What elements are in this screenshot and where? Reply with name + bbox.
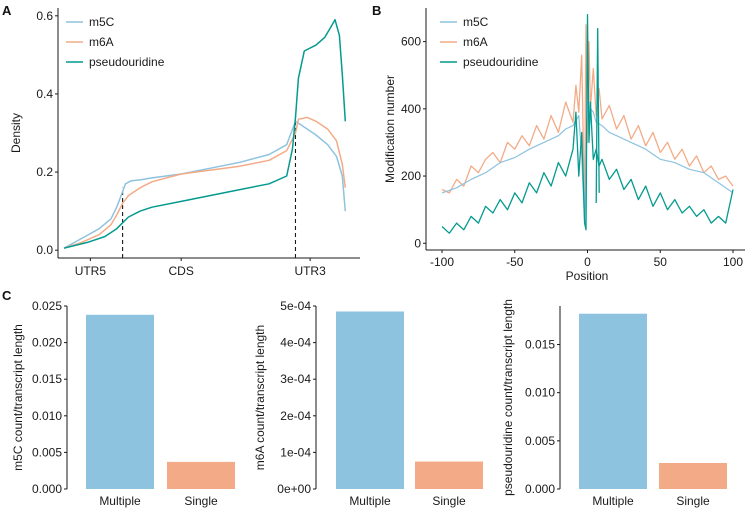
panel-b-y-tick-label: 0	[414, 236, 421, 250]
panel-a-region-label-utr3: UTR3	[294, 264, 326, 278]
panel-b-legend-label-m6a: m6A	[463, 35, 488, 49]
panel-c-m5c-bar-chart: 0.000 0.005 0.010 0.015 0.020 0.025 m5C count/…	[11, 299, 235, 508]
panel-c1-bar-single	[167, 461, 235, 489]
panel-c1-y-tick-label: 0.005	[32, 445, 62, 459]
panel-a-y-tick-label: 0.2	[36, 165, 53, 179]
panel-c2-bar-single	[415, 461, 483, 489]
panel-a-y-tick-label: 0.0	[36, 243, 53, 257]
panel-b-series-pseudouridine-spike	[595, 28, 600, 203]
panel-b-x-tick-label: 0	[584, 255, 591, 269]
panel-c2-bar-multiple	[336, 311, 404, 489]
panel-a-series-m5c	[63, 120, 347, 249]
panel-a-series-pseudouridine	[63, 18, 347, 249]
panel-b-y-tick-label: 400	[401, 102, 421, 116]
panel-a-legend-label-m5c: m5C	[89, 15, 115, 29]
panel-b-modification-chart: 0 200 400 600 -100 -50 0 50 100 Position Modificat…	[383, 8, 745, 283]
panel-c1-bar-multiple	[86, 314, 154, 489]
panel-c2-x-tick-label-multiple: Multiple	[349, 494, 391, 508]
panel-c1-x-tick-label-multiple: Multiple	[99, 494, 141, 508]
panel-b-legend-label-m5c: m5C	[463, 15, 489, 29]
panel-c1-y-tick-label: 0.015	[32, 372, 62, 386]
panel-label-a: A	[2, 3, 12, 18]
panel-c-pseudouridine-bar-chart: 0.000 0.005 0.010 0.015 pseudouridine count/…	[501, 299, 727, 508]
panel-c3-y-tick-label: 0.010	[525, 386, 555, 400]
panel-c3-y-axis-title: pseudouridine count/transcript length	[501, 299, 515, 496]
panel-a-y-tick-label: 0.6	[36, 9, 53, 23]
panel-b-x-tick-label: 50	[654, 255, 668, 269]
panel-b-x-tick-label: -50	[506, 255, 524, 269]
panel-c3-y-tick-label: 0.000	[525, 482, 555, 496]
panel-c3-y-tick-label: 0.015	[525, 338, 555, 352]
panel-a-y-axis-title: Density	[9, 113, 23, 153]
panel-c3-y-tick-label: 0.005	[525, 434, 555, 448]
panel-a-series-m6a	[63, 116, 347, 249]
panel-a-y-tick-label: 0.4	[36, 87, 53, 101]
panel-b-y-tick-label: 200	[401, 169, 421, 183]
panel-c3-x-tick-label-multiple: Multiple	[592, 494, 634, 508]
panel-a-legend-label-m6a: m6A	[89, 35, 114, 49]
panel-c2-y-tick-label: 1e-04	[280, 445, 311, 459]
panel-c-m6a-bar-chart: 0e+00 1e-04 2e-04 3e-04 4e-04 5e-04 m6A count/…	[253, 299, 483, 508]
panel-c1-x-tick-label-single: Single	[184, 494, 218, 508]
panel-c1-y-tick-label: 0.000	[32, 482, 62, 496]
panel-a-density-chart: 0.0 0.2 0.4 0.6 UTR5 CDS UTR3 Density m5C m6A pseu…	[9, 8, 360, 278]
panel-c1-y-tick-label: 0.025	[32, 299, 62, 313]
panel-c2-y-axis-title: m6A count/transcript length	[253, 325, 267, 470]
panel-b-y-axis-title: Modification number	[383, 75, 397, 183]
panel-label-c: C	[2, 288, 12, 303]
panel-a-region-label-utr5: UTR5	[75, 264, 107, 278]
panel-c2-y-tick-label: 0e+00	[277, 482, 311, 496]
panel-b-legend-label-pseudouridine: pseudouridine	[463, 55, 539, 69]
panel-b-series-pseudouridine	[441, 14, 734, 234]
panel-c2-y-tick-label: 2e-04	[280, 409, 311, 423]
panel-a-region-label-cds: CDS	[169, 264, 194, 278]
panel-c2-y-tick-label: 5e-04	[280, 299, 311, 313]
panel-c3-x-tick-label-single: Single	[676, 494, 710, 508]
panel-c1-y-axis-title: m5C count/transcript length	[11, 324, 25, 471]
panel-c1-y-tick-label: 0.010	[32, 409, 62, 423]
panel-b-x-axis-title: Position	[566, 269, 609, 283]
panel-a-legend-label-pseudouridine: pseudouridine	[89, 55, 165, 69]
panel-c3-bar-multiple	[579, 313, 647, 489]
panel-b-y-tick-label: 600	[401, 35, 421, 49]
panel-c2-y-tick-label: 4e-04	[280, 336, 311, 350]
panel-label-b: B	[372, 3, 381, 18]
panel-b-x-tick-label: -100	[430, 255, 454, 269]
panel-c2-x-tick-label-single: Single	[432, 494, 466, 508]
panel-c1-y-tick-label: 0.020	[32, 336, 62, 350]
panel-b-x-tick-label: 100	[723, 255, 743, 269]
panel-c2-y-tick-label: 3e-04	[280, 372, 311, 386]
panel-c3-bar-single	[659, 462, 727, 489]
